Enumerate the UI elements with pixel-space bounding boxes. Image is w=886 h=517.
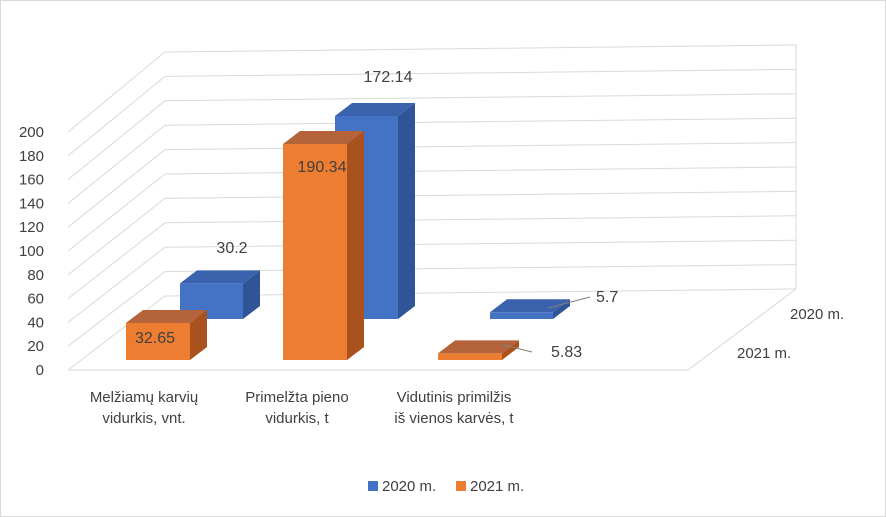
gridline xyxy=(67,215,797,299)
category-label: vidurkis, t xyxy=(265,410,329,427)
leader-line xyxy=(547,296,591,309)
leader-line xyxy=(499,343,533,353)
category-label: iš vienos karvės, t xyxy=(394,410,514,427)
bar-side xyxy=(190,309,207,360)
data-label-2020: 5.7 xyxy=(596,289,618,306)
bar-2021-0 xyxy=(126,309,207,360)
y-tick-label: 0 xyxy=(36,362,44,379)
bar-side xyxy=(243,270,260,319)
bar-front xyxy=(283,144,347,360)
depth-axis-label: 2021 m. xyxy=(737,345,791,362)
bar-2021-1 xyxy=(283,131,364,360)
bar-side xyxy=(502,340,519,360)
gridline xyxy=(67,239,797,323)
legend-label: 2021 m. xyxy=(470,478,524,495)
bar-side xyxy=(347,131,364,360)
bar-top xyxy=(126,309,207,323)
gridline xyxy=(67,190,797,276)
y-tick-label: 120 xyxy=(19,219,44,236)
bar-2020-2 xyxy=(490,299,570,319)
y-tick-label: 180 xyxy=(19,148,44,165)
gridline xyxy=(67,264,797,347)
y-tick-label: 160 xyxy=(19,172,44,189)
gridline xyxy=(67,68,797,157)
y-tick-label: 40 xyxy=(27,314,44,331)
legend-label: 2020 m. xyxy=(382,478,436,495)
gridline xyxy=(67,44,797,133)
gridlines xyxy=(67,44,797,371)
bar-top xyxy=(335,103,415,116)
category-label: Primelžta pieno xyxy=(245,389,348,406)
data-label-2021: 5.83 xyxy=(551,344,582,361)
bar-front xyxy=(126,322,190,360)
y-tick-label: 20 xyxy=(27,338,44,355)
y-tick-label: 80 xyxy=(27,267,44,284)
gridline xyxy=(67,93,797,180)
data-label-2020: 172.14 xyxy=(364,69,413,86)
gridline xyxy=(67,166,797,252)
bar-top xyxy=(180,270,260,284)
legend-swatch xyxy=(456,481,466,491)
category-label: Vidutinis primilžis xyxy=(397,389,512,406)
category-label: vidurkis, vnt. xyxy=(102,410,185,427)
y-tick-label: 200 xyxy=(19,124,44,141)
gridline xyxy=(67,117,797,204)
bar-top xyxy=(283,131,364,144)
bar-2021-2 xyxy=(438,340,519,360)
bar-side xyxy=(398,103,415,319)
legend: 2020 m. 2021 m. xyxy=(368,478,524,495)
y-tick-label: 140 xyxy=(19,195,44,212)
bar-front xyxy=(438,353,502,360)
bar-top xyxy=(490,299,570,313)
bar-front xyxy=(490,312,553,319)
floor-edge xyxy=(68,288,797,371)
y-tick-label: 60 xyxy=(27,291,44,308)
depth-axis-label: 2020 m. xyxy=(790,306,844,323)
y-tick-label: 100 xyxy=(19,243,44,260)
bar-top xyxy=(438,340,519,354)
legend-swatch xyxy=(368,481,378,491)
bar-side xyxy=(553,299,570,319)
data-label-2021: 190.34 xyxy=(298,159,347,176)
gridline xyxy=(67,142,797,228)
data-label-2020: 30.2 xyxy=(216,240,247,257)
gridline xyxy=(67,288,797,371)
category-label: Melžiamų karvių xyxy=(90,389,198,406)
data-label-2021: 32.65 xyxy=(135,330,175,347)
